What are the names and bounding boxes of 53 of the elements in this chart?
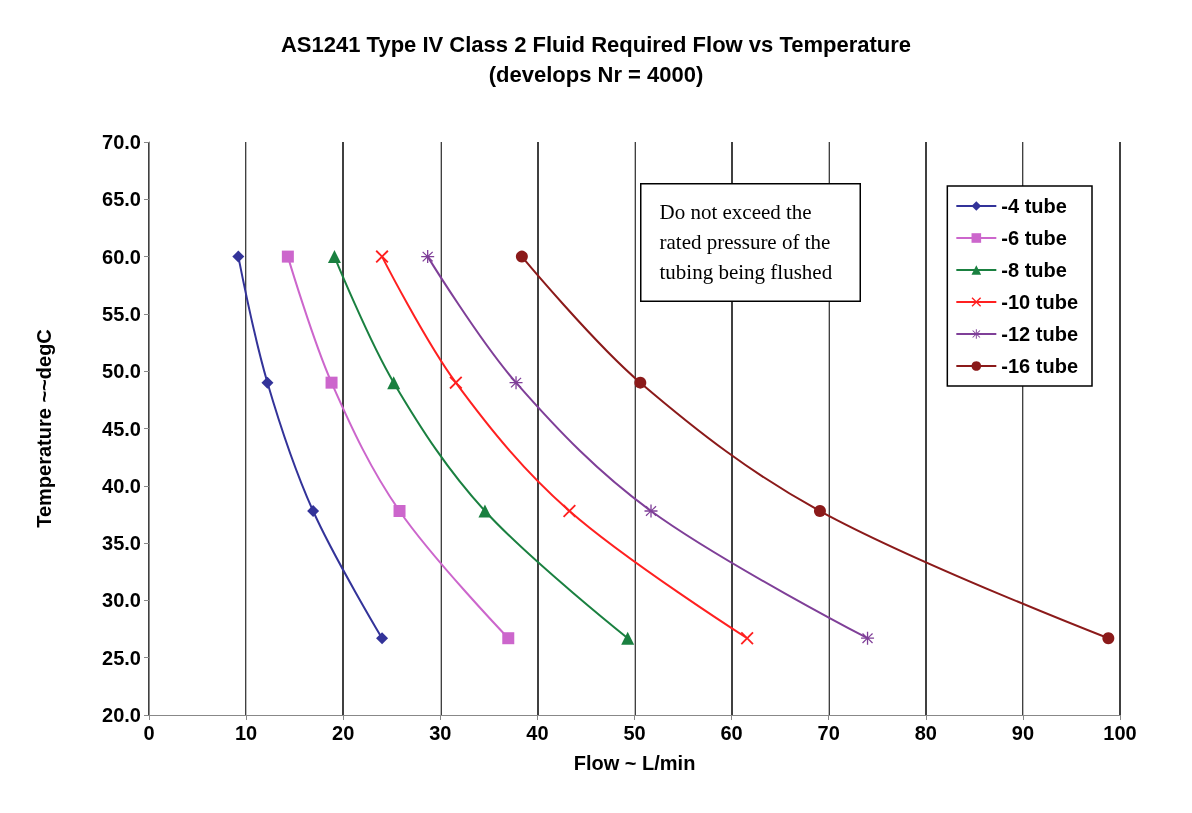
x-tick-label: 90	[1011, 722, 1035, 744]
point	[327, 250, 341, 264]
legend-label: -12 tube	[1001, 323, 1079, 345]
point	[621, 631, 635, 645]
legend-label: -16 tube	[1001, 355, 1079, 377]
point	[387, 376, 401, 390]
point	[307, 505, 320, 518]
x-tick-label: 60	[720, 722, 743, 744]
point	[449, 376, 463, 390]
chart-subtitle: (develops Nr = 4000)	[488, 61, 704, 87]
chart-title: AS1241 Type IV Class 2 Fluid Required Flow vs Temperature	[280, 31, 912, 57]
annotation: Do not exceed the rated pressure of the tubing being flushed	[659, 199, 836, 284]
x-tick-label: 70	[817, 722, 840, 744]
x-tick-label: 50	[623, 722, 646, 744]
point	[502, 632, 515, 645]
point	[325, 376, 338, 389]
y-tick-label: 65.0	[102, 188, 141, 211]
point	[1102, 632, 1115, 645]
point	[515, 250, 528, 263]
y-tick-label: 30.0	[102, 589, 141, 612]
legend-label: -10 tube	[1001, 291, 1079, 313]
y-tick-label: 45.0	[102, 417, 141, 440]
point	[478, 504, 492, 518]
y-axis-title: Temperature ~~degC	[33, 329, 55, 528]
legend-label: -8 tube	[1001, 259, 1067, 281]
point	[376, 632, 389, 645]
x-tick-label: 0	[143, 722, 155, 744]
point	[281, 250, 294, 263]
y-tick-label: 35.0	[102, 532, 141, 555]
point	[740, 631, 754, 645]
point	[644, 504, 658, 518]
legend-label: -4 tube	[1001, 195, 1067, 217]
legend-label: -6 tube	[1001, 227, 1067, 249]
point	[509, 376, 523, 390]
x-axis-title: Flow ~ L/min	[573, 752, 696, 774]
y-tick-label: 25.0	[102, 646, 141, 669]
y-tick-label: 55.0	[102, 302, 141, 325]
x-tick-label: 100	[1103, 722, 1137, 744]
x-tick-label: 20	[332, 722, 355, 744]
point	[393, 505, 406, 518]
x-tick-label: 80	[914, 722, 937, 744]
y-tick-label: 40.0	[102, 474, 141, 497]
point	[232, 250, 245, 263]
point	[261, 376, 274, 389]
point	[813, 505, 826, 518]
x-tick-label: 40	[526, 722, 549, 744]
y-tick-label: 60.0	[102, 245, 141, 268]
point	[634, 376, 647, 389]
y-tick-label: 70.0	[102, 131, 141, 153]
y-tick-label: 50.0	[102, 360, 141, 383]
y-tick-label: 20.0	[102, 704, 141, 726]
x-tick-label: 30	[429, 722, 452, 744]
x-tick-label: 10	[234, 722, 258, 744]
